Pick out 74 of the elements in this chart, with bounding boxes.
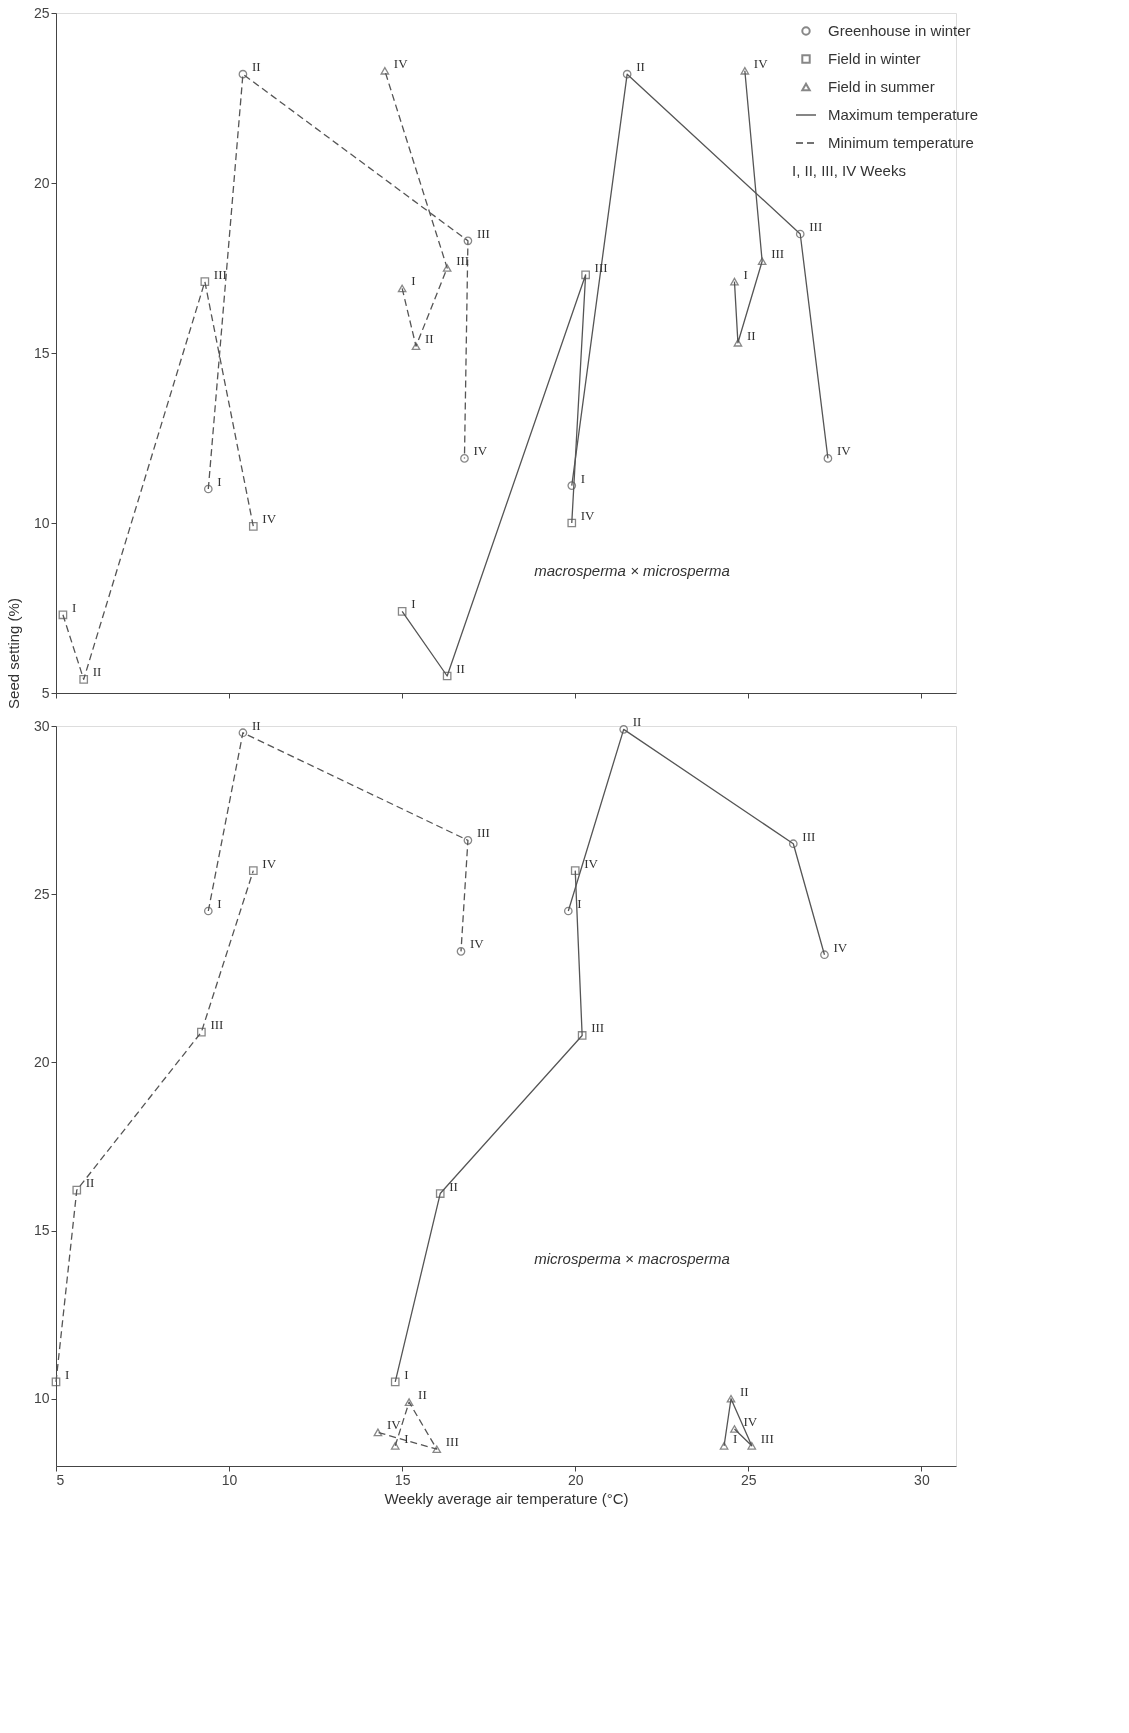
data-label: I — [411, 596, 416, 612]
annotation: I, II, III, IV Weeks — [792, 162, 906, 179]
data-label: II — [251, 59, 261, 75]
data-label: III — [760, 1430, 774, 1446]
x-tick-label: 20 — [567, 1471, 584, 1488]
legend-label: Field in winter — [828, 50, 921, 67]
data-label: III — [591, 1020, 605, 1036]
data-label: II — [449, 1178, 458, 1194]
data-label: I — [411, 273, 416, 289]
legend-label: Greenhouse in winter — [828, 22, 971, 39]
data-label: III — [456, 253, 470, 268]
x-tick-label: 15 — [394, 1471, 411, 1488]
y-axis-title: Seed setting (%) — [4, 598, 22, 709]
data-label: III — [771, 246, 785, 262]
y-tick-label: 5 — [41, 684, 50, 701]
data-label: IV — [580, 508, 596, 523]
data-label: II — [636, 59, 645, 75]
data-label: I — [743, 266, 748, 282]
data-label: II — [456, 661, 465, 676]
data-label: III — [210, 1017, 224, 1033]
y-tick-label: 25 — [33, 4, 50, 21]
x-tick-label: 30 — [914, 1471, 930, 1488]
data-label: III — [476, 825, 490, 841]
data-label: I — [733, 1430, 738, 1446]
data-label: IV — [470, 936, 485, 952]
data-label: IV — [262, 855, 277, 871]
annotation: Minimum temperature — [828, 134, 974, 151]
data-label: IV — [753, 55, 769, 71]
legend-label: Field in summer — [828, 78, 935, 95]
data-label: I — [404, 1366, 409, 1382]
data-label: I — [217, 474, 222, 489]
data-label: III — [213, 266, 227, 282]
annotation: Maximum temperature — [828, 106, 979, 123]
data-label: I — [71, 599, 77, 615]
data-label: II — [740, 1383, 749, 1399]
x-tick-label: 5 — [56, 1471, 65, 1488]
data-label: I — [65, 1366, 70, 1382]
data-label: II — [632, 714, 642, 730]
data-label: I — [217, 896, 222, 911]
y-tick-label: 20 — [33, 1053, 50, 1070]
data-label: II — [85, 1175, 95, 1191]
y-tick-label: 25 — [33, 885, 50, 902]
y-tick-label: 15 — [33, 1222, 50, 1239]
data-label: III — [445, 1434, 459, 1450]
data-label: IV — [262, 511, 277, 527]
data-label: I — [404, 1430, 409, 1446]
annotation: microsperma × macrosperma — [534, 1249, 730, 1267]
data-label: I — [580, 470, 586, 486]
data-label: IV — [473, 443, 488, 459]
data-label: IV — [393, 55, 409, 71]
data-label: IV — [836, 443, 852, 459]
y-tick-label: 10 — [33, 1390, 50, 1407]
x-tick-label: 10 — [221, 1471, 238, 1488]
x-tick-label: 25 — [741, 1471, 757, 1488]
data-label: IV — [386, 1417, 402, 1433]
data-label: III — [476, 225, 490, 241]
annotation: macrosperma × microsperma — [534, 561, 730, 579]
data-label: IV — [743, 1414, 758, 1429]
data-label: II — [425, 331, 434, 347]
data-label: I — [577, 896, 582, 911]
x-axis-title: Weekly average air temperature (°C) — [384, 1489, 629, 1507]
data-label: II — [418, 1387, 427, 1403]
data-label: IV — [584, 855, 599, 871]
data-label: II — [746, 327, 756, 343]
data-label: II — [251, 717, 261, 733]
data-label: IV — [833, 939, 848, 955]
data-label: III — [594, 259, 608, 275]
data-label: III — [802, 828, 816, 844]
data-label: II — [92, 664, 102, 680]
y-tick-label: 10 — [33, 514, 50, 531]
data-label: III — [809, 219, 823, 234]
y-tick-label: 20 — [33, 174, 50, 191]
y-tick-label: 15 — [33, 344, 50, 361]
y-tick-label: 30 — [33, 717, 50, 734]
